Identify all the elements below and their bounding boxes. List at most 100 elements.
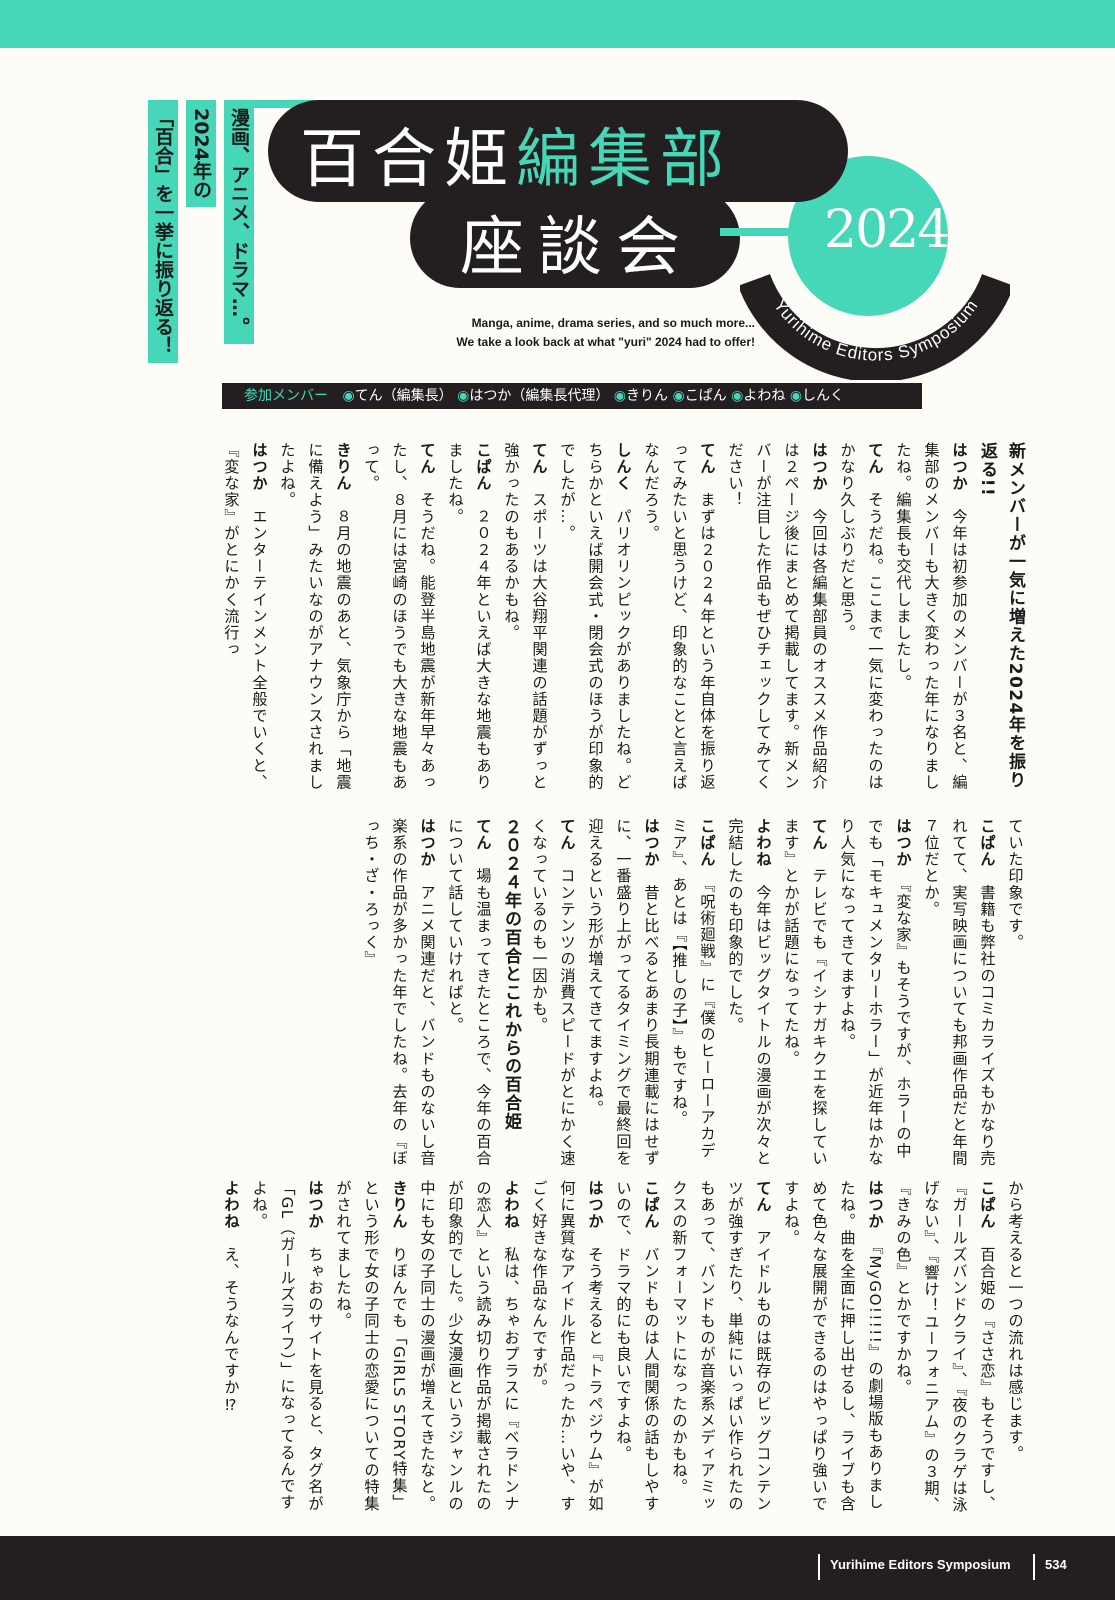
- dialogue-line: てん 場も温まってきたところで、今年の百合について話していければと。: [441, 818, 497, 1170]
- utterance: 今回は各編集部員のオススメ作品紹介は２ページ後にまとめて掲載してます。新メンバー…: [726, 442, 828, 791]
- speaker: きりん: [334, 442, 352, 492]
- speaker: こぱん: [474, 442, 492, 492]
- dialogue-line: はつか 今回は各編集部員のオススメ作品紹介は２ページ後にまとめて掲載してます。新…: [721, 442, 833, 802]
- utterance: テレビでも『イシナガキクエを探しています』とかが話題になってたね。: [782, 818, 828, 1167]
- dialogue-line: てん アイドルものは既存のビッグコンテンツが強すぎたり、単純にいっぱい作られたの…: [665, 1180, 777, 1525]
- tagline-part-1: 漫画、アニメ、ドラマ…。: [224, 100, 254, 344]
- utterance: ていた印象です。: [1006, 818, 1024, 951]
- arc-banner: Yurihime Editors Symposium: [740, 273, 1010, 380]
- title-pill-1: [268, 100, 848, 202]
- utterance: 『呪術廻戦』に『僕のヒーローアカデミア』、あとは『【推しの子】』もですね。: [670, 818, 716, 1160]
- utterance: ２０２４年といえば大きな地震もありましたね。: [446, 442, 492, 791]
- utterance: パリオリンピックがありましたね。どちらかといえば開会式・閉会式のほうが印象的でし…: [558, 442, 632, 791]
- speaker: はつか: [810, 442, 828, 492]
- article-column-2: ていた印象です。 こぱん 書籍も弊社のコミカライズもかなり売れてて、実写映画につ…: [79, 818, 1029, 1170]
- title-yurihime: 百合姫: [300, 123, 516, 197]
- article-column-1: 新メンバーが一気に増えた2024年を振り返る!! はつか 今年は初参加のメンバー…: [79, 442, 1029, 802]
- footer-divider: [818, 1554, 820, 1580]
- dialogue-line: はつか そう考えると『トラペジウム』が如何に異質なアイドル作品だったか…いや、す…: [525, 1180, 609, 1525]
- speaker: てん: [530, 442, 548, 476]
- dialogue-line: はつか 今年は初参加のメンバーが３名と、編集部のメンバーも大きく変わった年になり…: [889, 442, 973, 802]
- utterance: コンテンツの消費スピードがとにかく速くなっているのも一因かも。: [530, 818, 576, 1167]
- utterance: え、そうなんですか⁉: [222, 1229, 240, 1416]
- dialogue-line: てん コンテンツの消費スピードがとにかく速くなっているのも一因かも。: [525, 818, 581, 1170]
- speaker: てん: [418, 442, 436, 476]
- speaker: こぱん: [978, 818, 996, 868]
- dialogue-line: ていた印象です。: [1001, 818, 1029, 1170]
- speaker: はつか: [586, 1180, 604, 1230]
- utterance: 『変な家』もそうですが、ホラーの中でも「モキュメンタリーホラー」が近年はかなり人…: [838, 818, 912, 1167]
- speaker: てん: [558, 818, 576, 852]
- bullet-icon: ◉: [731, 388, 744, 404]
- speaker: はつか: [306, 1180, 324, 1230]
- speaker: こぱん: [642, 1180, 660, 1230]
- dialogue-line: てん テレビでも『イシナガキクエを探しています』とかが話題になってたね。: [777, 818, 833, 1170]
- utterance: バンドものは人間関係の話もしやすいので、ドラマ的にも良いですよね。: [614, 1180, 660, 1513]
- dialogue-line: はつか ちゃおのサイトを見ると、タグ名が「GL（ガールズライフ）」になってるんで…: [245, 1180, 329, 1525]
- utterance: そう考えると『トラペジウム』が如何に異質なアイドル作品だったか…いや、すごく好き…: [530, 1180, 604, 1513]
- utterance: アニメ関連だと、バンドものないし音楽系の作品が多かった年でしたね。去年の『ぼっち…: [362, 818, 436, 1167]
- utterance: まずは２０２４年という年自体を振り返ってみたいと思うけど、印象的なことと言えばな…: [642, 442, 716, 791]
- section-heading: 新メンバーが一気に増えた2024年を振り返る!!: [977, 442, 1025, 790]
- title-henshubu: 編集部: [516, 123, 732, 197]
- speaker: よわね: [502, 1180, 520, 1230]
- speaker: はつか: [866, 1180, 884, 1230]
- utterance: りぼんでも「GIRLS STORY特集」という形で女の子同士の恋愛についての特集…: [334, 1180, 408, 1512]
- bullet-icon: ◉: [672, 388, 685, 404]
- tagline-part-3: 「百合」を一挙に振り返る！: [148, 100, 178, 363]
- member-name: こぱん: [684, 388, 727, 404]
- dialogue-line: よわね え、そうなんですか⁉: [217, 1180, 245, 1525]
- speaker: はつか: [950, 442, 968, 492]
- tagline-connector: [226, 100, 316, 108]
- page-title-line-1: 百合姫編集部: [300, 108, 732, 200]
- tagline-part-2: 2024年の: [186, 100, 216, 207]
- bullet-icon: ◉: [457, 388, 470, 404]
- dialogue-line: はつか アニメ関連だと、バンドものないし音楽系の作品が多かった年でしたね。去年の…: [357, 818, 441, 1170]
- page-title-line-2: 座談会: [460, 211, 694, 285]
- member-name: はつか（編集長代理）: [469, 388, 610, 404]
- utterance: 今年はビッグタイトルの漫画が次々と完結したのも印象的でした。: [726, 818, 772, 1167]
- dialogue-line: しんく パリオリンピックがありましたね。どちらかといえば開会式・閉会式のほうが印…: [553, 442, 637, 802]
- dialogue-line: はつか エンターテインメント全般でいくと、『変な家』がとにかく流行っ: [217, 442, 273, 802]
- english-subtitle: Manga, anime, drama series, and so much …: [395, 314, 755, 352]
- title-year: 2024: [824, 200, 950, 260]
- dialogue-line: はつか 昔と比べるとあまり長期連載にはせずに、一番盛り上がってるタイミングで最終…: [581, 818, 665, 1170]
- speaker: てん: [474, 818, 492, 852]
- subtitle-line-1: Manga, anime, drama series, and so much …: [471, 316, 755, 330]
- utterance: 書籍も弊社のコミカライズもかなり売れてて、実写映画についても邦画作品だと年間７位…: [922, 818, 996, 1167]
- dialogue-line: はつか 『MyGO!!!!!』の劇場版もありましたね。曲を全面に押し出せるし、ラ…: [777, 1180, 889, 1525]
- speaker: はつか: [250, 442, 268, 492]
- speaker: しんく: [614, 442, 632, 492]
- utterance: 昔と比べるとあまり長期連載にはせずに、一番盛り上がってるタイミングで最終回を迎え…: [586, 818, 660, 1167]
- member-name: よわね: [743, 388, 786, 404]
- speaker: はつか: [418, 818, 436, 868]
- section-heading: ２０２４年の百合とこれからの百合姫: [501, 818, 521, 1131]
- dialogue-line: てん まずは２０２４年という年自体を振り返ってみたいと思うけど、印象的なことと言…: [637, 442, 721, 802]
- dialogue-line: てん そうだね。能登半島地震が新年早々あったし、８月には宮崎のほうでも大きな地震…: [357, 442, 441, 802]
- speaker: はつか: [894, 818, 912, 868]
- utterance: エンターテインメント全般でいくと、『変な家』がとにかく流行っ: [222, 442, 268, 791]
- speaker: こぱん: [698, 818, 716, 868]
- speaker: てん: [698, 442, 716, 476]
- speaker: こぱん: [978, 1180, 996, 1230]
- speaker: てん: [866, 442, 884, 476]
- dialogue-line: てん そうだね。ここまで一気に変わったのはかなり久しぶりだと思う。: [833, 442, 889, 802]
- speaker: はつか: [642, 818, 660, 868]
- footer-bar: Yurihime Editors Symposium 534: [0, 1536, 1115, 1600]
- utterance: 場も温まってきたところで、今年の百合について話していければと。: [446, 818, 492, 1167]
- utterance: から考えると一つの流れは感じます。: [1006, 1180, 1024, 1463]
- bullet-icon: ◉: [789, 388, 803, 404]
- dialogue-line: こぱん バンドものは人間関係の話もしやすいので、ドラマ的にも良いですよね。: [609, 1180, 665, 1525]
- utterance: 今年は初参加のメンバーが３名と、編集部のメンバーも大きく変わった年になりましたね…: [894, 442, 968, 791]
- utterance: 『MyGO!!!!!』の劇場版もありましたね。曲を全面に押し出せるし、ライブも含…: [782, 1180, 884, 1512]
- dialogue-line: きりん りぼんでも「GIRLS STORY特集」という形で女の子同士の恋愛につい…: [329, 1180, 413, 1525]
- dialogue-line: てん スポーツは大谷翔平関連の話題がずっと強かったのもあるかもね。: [497, 442, 553, 802]
- speaker: よわね: [222, 1180, 240, 1230]
- subtitle-line-2: We take a look back at what "yuri" 2024 …: [456, 335, 755, 349]
- members-bar: 参加メンバー ◉てん（編集長） ◉はつか（編集長代理） ◉きりん ◉こぱん ◉よ…: [222, 383, 922, 409]
- dialogue-line: はつか 『変な家』もそうですが、ホラーの中でも「モキュメンタリーホラー」が近年は…: [833, 818, 917, 1170]
- members-label: 参加メンバー: [244, 388, 328, 404]
- utterance: そうだね。能登半島地震が新年早々あったし、８月には宮崎のほうでも大きな地震もあっ…: [362, 442, 436, 791]
- bullet-icon: ◉: [342, 388, 355, 404]
- dialogue-line: よわね 私は、ちゃおプラスに『ベラドンナの恋人』という読み切り作品が掲載されたの…: [413, 1180, 525, 1525]
